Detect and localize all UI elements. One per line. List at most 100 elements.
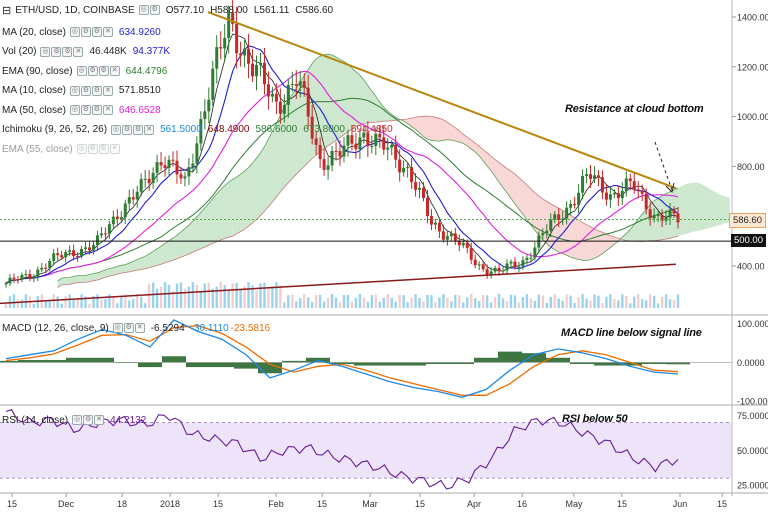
macd-controls[interactable]: ◎ ⚙ ✕ [112,323,145,333]
volume-bar [60,303,63,308]
collapse-icon[interactable]: ⊟ [2,4,12,17]
candle-body [592,175,596,179]
volume-bar [171,290,175,308]
volume-bar [275,282,278,308]
ma20-line [5,45,679,284]
indicator-legend-name: EMA (55, close) [2,143,73,155]
candle-body [139,179,143,192]
candle-body [549,219,553,231]
candle-body [286,84,290,105]
candle-body [489,271,493,275]
ichimoku-cloud-segment [153,248,158,267]
volume-bar [215,286,218,308]
date-tick-label: 15 [617,499,627,509]
candle-body [672,209,676,214]
volume-bar [4,304,8,308]
ichimoku-cloud-segment [542,198,547,244]
indicator-controls[interactable]: ◎ ⚙ ⚙ ✕ [40,46,84,57]
ichimoku-cloud-segment [85,274,90,283]
ichimoku-cloud-segment [192,216,197,253]
ichimoku-cloud-segment [343,61,348,135]
volume-bar [613,298,616,308]
macd-histogram-bar [522,353,546,363]
volume-bar [175,283,179,308]
volume-bar [521,297,525,308]
volume-bar [541,295,545,308]
volume-bar [330,294,334,308]
rsi-controls[interactable]: ◎ ⚙ ✕ [72,415,105,425]
candle-body [334,150,338,152]
candle-body [322,159,326,170]
macd-value-macd: -30.1110 [190,322,229,334]
volume-bar [116,303,119,308]
candle-body [545,230,549,234]
indicator-controls[interactable]: ◎ ⚙ ⚙ ✕ [69,27,113,37]
candle-body [656,214,660,216]
indicator-controls[interactable]: ◎ ⚙ ⚙ ✕ [76,66,120,76]
candle-body [159,162,163,166]
volume-bar [390,297,393,308]
volume-bar [36,296,40,308]
ichimoku-cloud-segment [590,226,595,260]
ichimoku-cloud-segment [538,196,543,240]
candle-body [171,159,175,161]
volume-bar [458,295,461,308]
ichimoku-cloud-segment [320,54,325,152]
candle-body [163,165,167,168]
candle-body [636,189,640,191]
indicator-legend-value: 646.6528 [118,104,161,116]
volume-bar [68,294,71,308]
ichimoku-cloud-segment [650,200,655,241]
ichimoku-cloud-segment [423,116,428,140]
volume-bar [120,295,123,308]
ichimoku-cloud-segment [574,217,579,260]
candle-body [274,93,278,102]
ichimoku-cloud-segment [73,275,78,284]
candle-body [581,175,585,193]
volume-bar [581,294,584,308]
indicator-controls[interactable]: ◎ ⚙ ⚙ ✕ [76,144,120,154]
ichimoku-cloud-segment [125,263,130,273]
candle-body [131,197,135,200]
indicator-legend-value: 94.377K [132,46,170,57]
candle-body [290,84,294,86]
support-trendline [0,263,677,305]
candle-body [433,222,437,225]
volume-bar [525,294,529,308]
macd-value-signal: -23.5816 [230,322,271,334]
ichimoku-cloud-segment [439,118,444,142]
candle-body [370,145,374,147]
indicator-legend-name: EMA (90, close) [2,65,73,77]
indicator-controls[interactable]: ◎ ⚙ ⚙ ✕ [69,85,113,96]
indicator-legend-name: MA (50, close) [2,104,66,116]
candle-body [382,137,386,150]
macd-legend: MACD (12, 26, close, 9) ◎ ⚙ ✕ -6.5294 -30.… [2,321,276,335]
volume-bar [350,301,354,308]
volume-bar [641,299,644,308]
symbol-controls[interactable]: ◎ ⚙ [138,5,160,15]
volume-bar [553,294,556,308]
candle-body [350,135,354,144]
macd-histogram-bar [18,359,42,363]
candle-body [612,193,616,195]
volume-bar [155,288,159,308]
candle-body [660,214,664,221]
volume-bar [92,295,95,308]
volume-bar [501,298,505,308]
ichimoku-cloud-segment [188,221,193,254]
macd-histogram-bar [186,362,210,368]
volume-bar [489,302,493,308]
volume-bar [505,301,509,308]
ichimoku-cloud-segment [93,272,98,281]
candle-body [48,260,52,269]
candle-body [20,274,24,280]
ichimoku-cloud-segment [363,80,368,124]
rsi-legend-name: RSI (14, close) [2,414,69,426]
ichimoku-cloud-segment [479,146,484,161]
volume-bar [633,296,636,308]
ichimoku-cloud-segment [534,192,539,236]
indicator-controls[interactable]: ◎ ⚙ ⚙ ✕ [111,124,155,135]
ohlc-close: C586.60 [295,4,334,16]
indicator-controls[interactable]: ◎ ⚙ ⚙ ✕ [69,105,113,115]
